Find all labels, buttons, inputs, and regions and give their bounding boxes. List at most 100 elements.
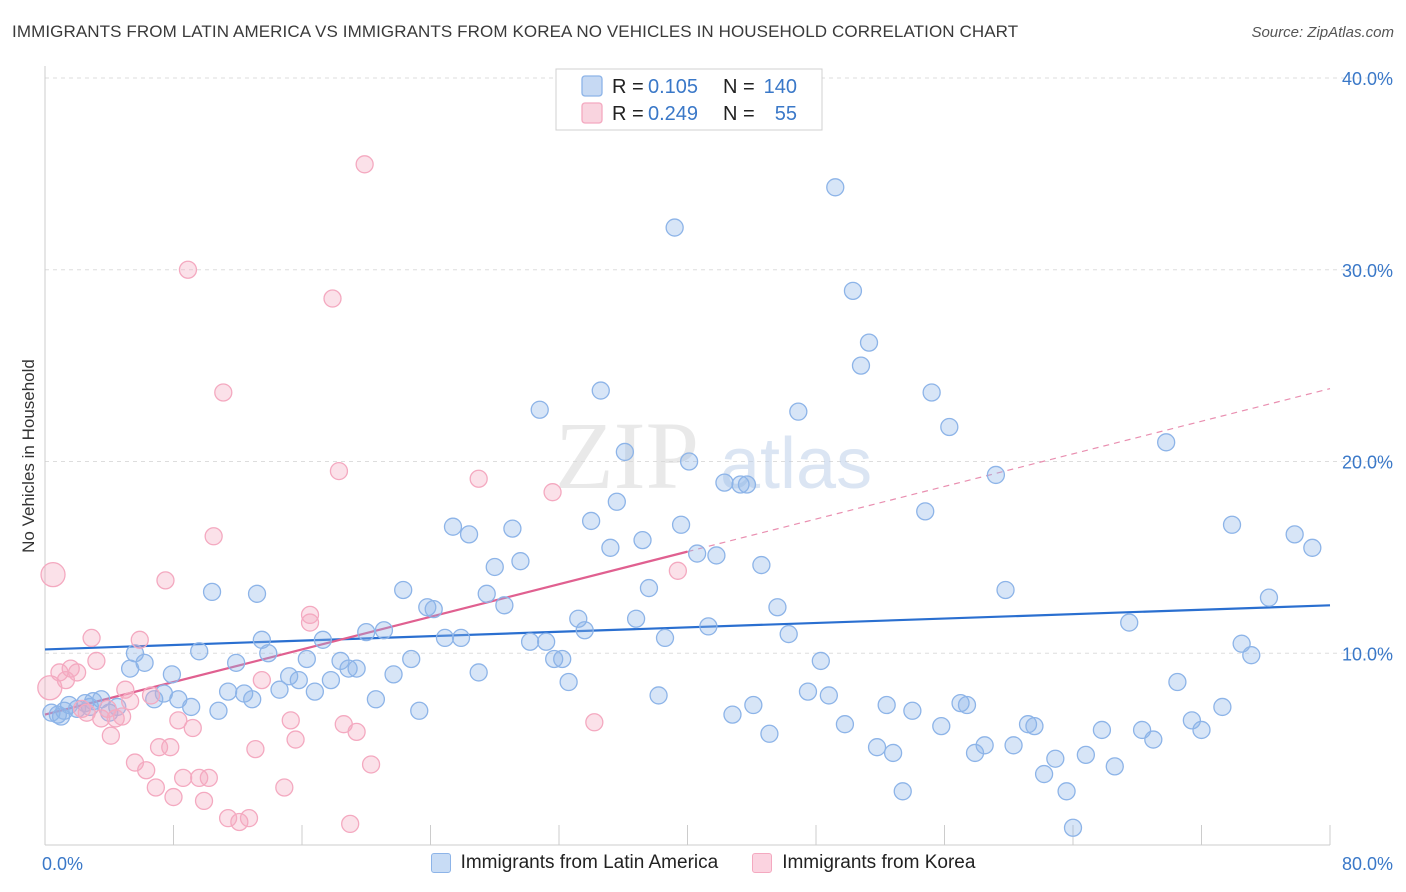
point-latin-america-138 [51, 707, 71, 726]
point-latin-america-33 [313, 630, 333, 649]
point-latin-america-82 [723, 705, 742, 724]
point-korea-19 [137, 761, 156, 780]
point-korea-34 [214, 383, 233, 402]
point-korea-37 [239, 809, 259, 828]
point-latin-america-134 [1242, 646, 1261, 665]
legend-swatch-korea [752, 853, 773, 873]
point-latin-america-31 [297, 649, 316, 669]
point-korea-5 [67, 663, 87, 682]
point-latin-america-113 [996, 580, 1015, 600]
point-latin-america-115 [1018, 715, 1038, 734]
point-korea-45 [323, 289, 342, 308]
point-latin-america-49 [451, 628, 471, 648]
point-latin-america-55 [503, 519, 522, 538]
point-latin-america-28 [270, 680, 289, 699]
y-tick-label-3: 40.0% [1342, 69, 1393, 89]
point-korea-32 [199, 768, 218, 788]
points [37, 155, 1322, 837]
point-latin-america-123 [1105, 757, 1124, 776]
y-tick-label-0: 10.0% [1342, 644, 1393, 664]
point-korea-43 [300, 605, 320, 625]
point-latin-america-89 [779, 624, 798, 644]
point-latin-america-11 [125, 644, 145, 663]
point-latin-america-27 [259, 644, 278, 663]
point-latin-america-137 [1303, 538, 1322, 557]
point-latin-america-110 [965, 743, 985, 763]
point-latin-america-97 [851, 356, 871, 375]
point-latin-america-83 [731, 475, 750, 494]
point-latin-america-47 [435, 628, 455, 648]
point-latin-america-96 [843, 281, 863, 300]
point-latin-america-43 [402, 649, 421, 669]
y-axis-title: No Vehicles in Household [19, 359, 38, 553]
point-korea-49 [347, 722, 366, 742]
point-latin-america-117 [1034, 764, 1054, 784]
point-korea-40 [275, 778, 294, 797]
legend-swatch-0 [581, 75, 603, 97]
point-korea-50 [355, 155, 374, 174]
point-latin-america-94 [826, 178, 845, 197]
point-latin-america-121 [1076, 745, 1095, 765]
point-latin-america-100 [877, 695, 896, 715]
point-latin-america-104 [916, 502, 935, 521]
point-latin-america-119 [1057, 782, 1076, 801]
point-korea-8 [82, 628, 101, 648]
point-latin-america-77 [679, 452, 699, 471]
point-latin-america-61 [553, 649, 572, 669]
point-latin-america-95 [835, 715, 855, 734]
watermark: ZIP atlas [555, 402, 872, 509]
point-latin-america-127 [1157, 433, 1176, 452]
gridlines [45, 77, 1392, 654]
point-korea-30 [190, 768, 209, 788]
point-latin-america-12 [135, 653, 154, 672]
point-korea-25 [164, 787, 183, 807]
point-latin-america-19 [202, 582, 222, 602]
point-korea-31 [194, 791, 214, 811]
point-latin-america-50 [459, 525, 479, 544]
point-korea-14 [112, 707, 132, 726]
point-korea-38 [246, 739, 265, 759]
point-latin-america-106 [932, 716, 951, 736]
point-latin-america-129 [1182, 711, 1202, 730]
point-latin-america-91 [798, 682, 818, 701]
point-latin-america-75 [665, 218, 684, 237]
legend: R = 0.105 N = 140 R = 0.249 N = 55 [555, 68, 823, 131]
point-latin-america-84 [737, 475, 757, 494]
legend-label-korea: Immigrants from Korea [782, 852, 976, 873]
point-latin-america-136 [1285, 525, 1304, 544]
trend-line-korea-extension [687, 388, 1331, 553]
point-latin-america-69 [615, 442, 635, 462]
point-korea-44 [300, 613, 320, 632]
point-korea-48 [341, 814, 360, 834]
point-latin-america-109 [957, 695, 977, 715]
point-korea-13 [106, 709, 125, 728]
point-latin-america-41 [384, 665, 403, 684]
point-latin-america-30 [289, 670, 308, 690]
legend-swatch-1 [581, 102, 603, 124]
point-korea-46 [329, 461, 349, 481]
point-latin-america-17 [182, 697, 201, 717]
point-latin-america-40 [374, 621, 394, 640]
point-latin-america-120 [1063, 818, 1083, 837]
legend-label-latin-america: Immigrants from Latin America [460, 852, 719, 873]
point-latin-america-39 [366, 690, 386, 709]
point-latin-america-58 [530, 400, 549, 419]
point-latin-america-114 [1004, 736, 1023, 755]
point-korea-26 [169, 711, 188, 730]
y-tick-labels: 10.0% 20.0% 30.0% 40.0% [1342, 69, 1393, 664]
point-korea-51 [361, 755, 381, 774]
point-latin-america-122 [1092, 720, 1112, 740]
point-latin-america-38 [357, 623, 376, 642]
point-latin-america-130 [1192, 720, 1211, 740]
point-korea-42 [286, 730, 305, 749]
point-latin-america-98 [859, 333, 879, 352]
point-latin-america-102 [893, 782, 912, 801]
point-latin-america-107 [940, 417, 959, 437]
y-tick-label-1: 20.0% [1342, 453, 1393, 473]
point-korea-21 [146, 778, 165, 797]
axes [44, 66, 1331, 846]
point-latin-america-76 [671, 515, 691, 534]
point-latin-america-116 [1025, 716, 1044, 736]
legend-n-value-1: 55 [775, 103, 797, 125]
